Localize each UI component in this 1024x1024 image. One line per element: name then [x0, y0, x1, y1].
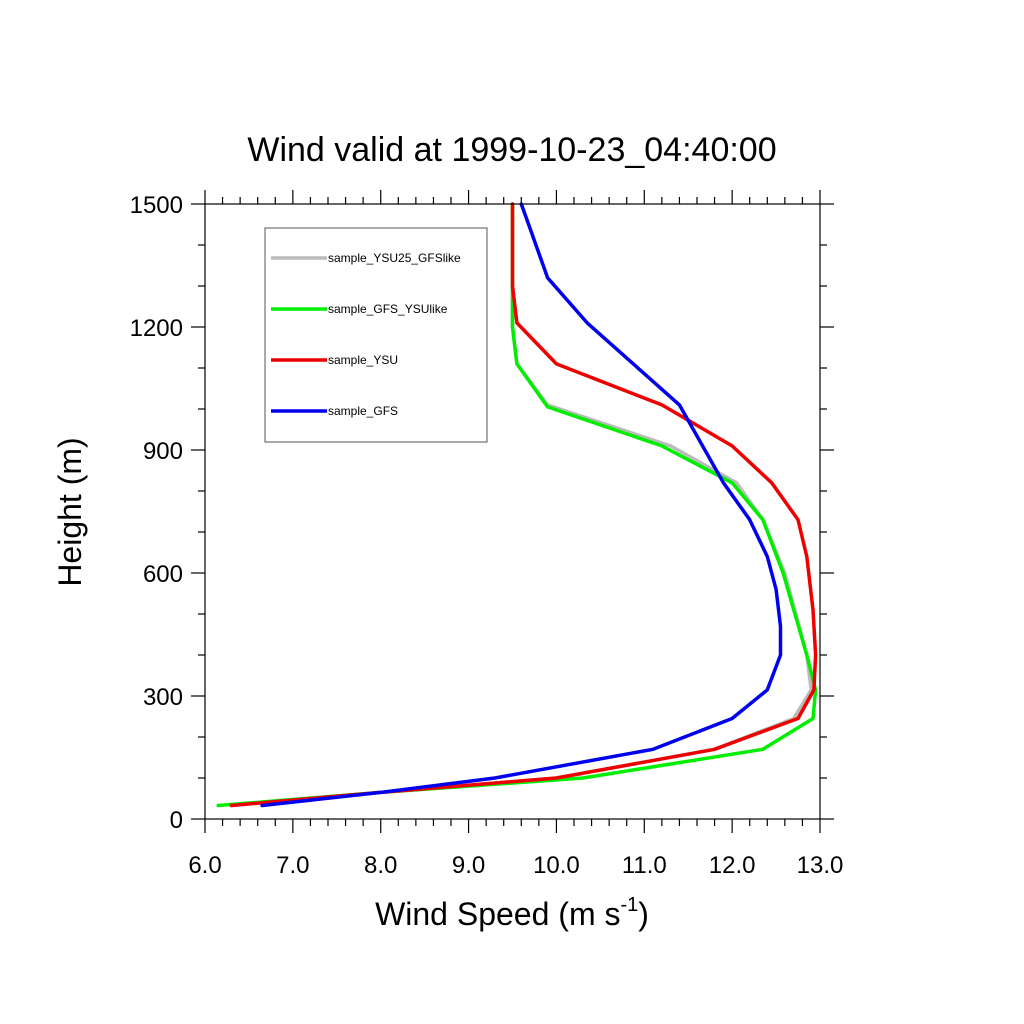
legend-label: sample_GFS_YSUlike [328, 302, 448, 316]
y-tick-label: 300 [143, 684, 183, 711]
x-tick-label: 8.0 [364, 852, 397, 879]
x-axis-label: Wind Speed (m s-1) [375, 894, 649, 932]
legend-box [264, 227, 488, 443]
series-line-sample_GFS [260, 202, 783, 808]
legend: sample_YSU25_GFSlike sample_GFS_YSUlikesa… [264, 227, 488, 443]
plot-frame [204, 203, 821, 820]
x-axis-label-close: ) [638, 896, 649, 932]
legend-label: sample_GFS [328, 404, 398, 418]
chart-title: Wind valid at 1999-10-23_04:40:00 [247, 131, 776, 169]
x-tick-label: 13.0 [797, 852, 844, 879]
x-tick-label: 9.0 [452, 852, 485, 879]
legend-label: sample_YSU [328, 353, 398, 367]
x-axis-label-unit-exponent: -1 [620, 894, 638, 916]
x-tick-label: 11.0 [622, 852, 667, 879]
y-axis-label: Height (m) [52, 437, 88, 586]
y-tick-label: 900 [143, 438, 183, 465]
x-axis-label-text: Wind Speed (m s [375, 896, 620, 932]
y-tick-label: 600 [143, 561, 183, 588]
y-tick-label: 1200 [130, 315, 183, 342]
x-tick-label: 7.0 [276, 852, 309, 879]
axis-ticks: 6.0 7.0 8.0 9.0 10.0 11.0 12.0 13.0 0 300 600 900 12… [130, 190, 844, 879]
x-tick-label: 6.0 [188, 852, 221, 879]
x-tick-label: 12.0 [709, 852, 756, 879]
legend-label: sample_YSU25_GFSlike [328, 251, 461, 265]
y-tick-label: 0 [170, 807, 183, 834]
series-line-sample_YSU [229, 202, 818, 808]
series-line-sample_GFS_YSUlike [216, 202, 818, 808]
y-tick-label: 1500 [130, 192, 183, 219]
series-layer [216, 202, 818, 808]
x-tick-label: 10.0 [533, 852, 580, 879]
